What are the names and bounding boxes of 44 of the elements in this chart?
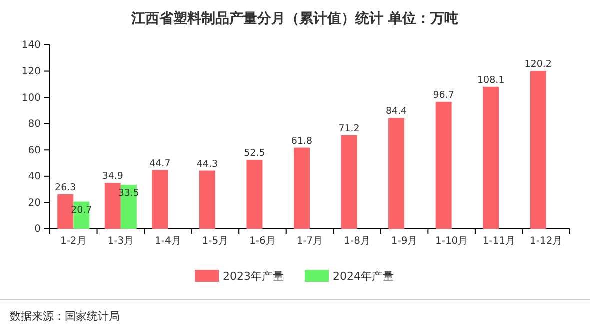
x-tick-label: 1-10月 [435, 236, 468, 248]
data-label: 52.5 [244, 148, 266, 159]
y-tick-label: 20 [28, 198, 41, 209]
bar [199, 170, 216, 229]
y-tick-label: 100 [22, 92, 41, 104]
y-tick-label: 60 [28, 145, 41, 156]
x-tick-label: 1-12月 [530, 236, 563, 248]
bar [341, 135, 358, 229]
x-tick-label: 1-7月 [296, 236, 324, 248]
data-label: 44.3 [196, 158, 218, 170]
data-label: 71.2 [338, 123, 360, 134]
bar [483, 86, 500, 229]
y-tick-label: 80 [28, 119, 41, 130]
x-tick-label: 1-8月 [344, 236, 370, 248]
y-tick-label: 140 [22, 40, 41, 52]
legend-label: 2024年产量 [333, 270, 394, 283]
y-tick-label: 120 [22, 66, 41, 78]
bar [436, 102, 452, 229]
data-label: 34.9 [102, 171, 124, 182]
bar [388, 118, 405, 229]
source-note: 数据来源：国家统计局 [10, 310, 120, 323]
legend-label: 2023年产量 [223, 270, 284, 283]
bar [294, 148, 310, 229]
bar [530, 71, 546, 229]
bar [152, 170, 168, 229]
x-tick-label: 1-9月 [391, 236, 418, 248]
x-tick-label: 1-11月 [482, 236, 516, 248]
y-tick-label: 0 [34, 224, 41, 236]
data-label: 84.4 [386, 106, 408, 118]
data-label: 44.7 [150, 158, 171, 170]
x-tick-label: 1-4月 [155, 236, 182, 248]
data-label: 26.3 [55, 182, 76, 194]
x-tick-label: 1-2月 [60, 236, 87, 248]
x-tick-label: 1-3月 [108, 236, 134, 248]
data-label: 120.2 [524, 59, 552, 70]
bar [246, 160, 263, 229]
bar [104, 183, 121, 229]
x-tick-label: 1-5月 [202, 236, 229, 248]
data-label: 96.7 [433, 90, 454, 101]
chart-title: 江西省塑料制品产量分月（累计值）统计 单位：万吨 [130, 10, 458, 27]
x-tick-label: 1-6月 [250, 236, 276, 248]
y-tick-label: 40 [28, 172, 41, 183]
data-label: 108.1 [477, 74, 505, 86]
data-label: 61.8 [291, 136, 313, 147]
